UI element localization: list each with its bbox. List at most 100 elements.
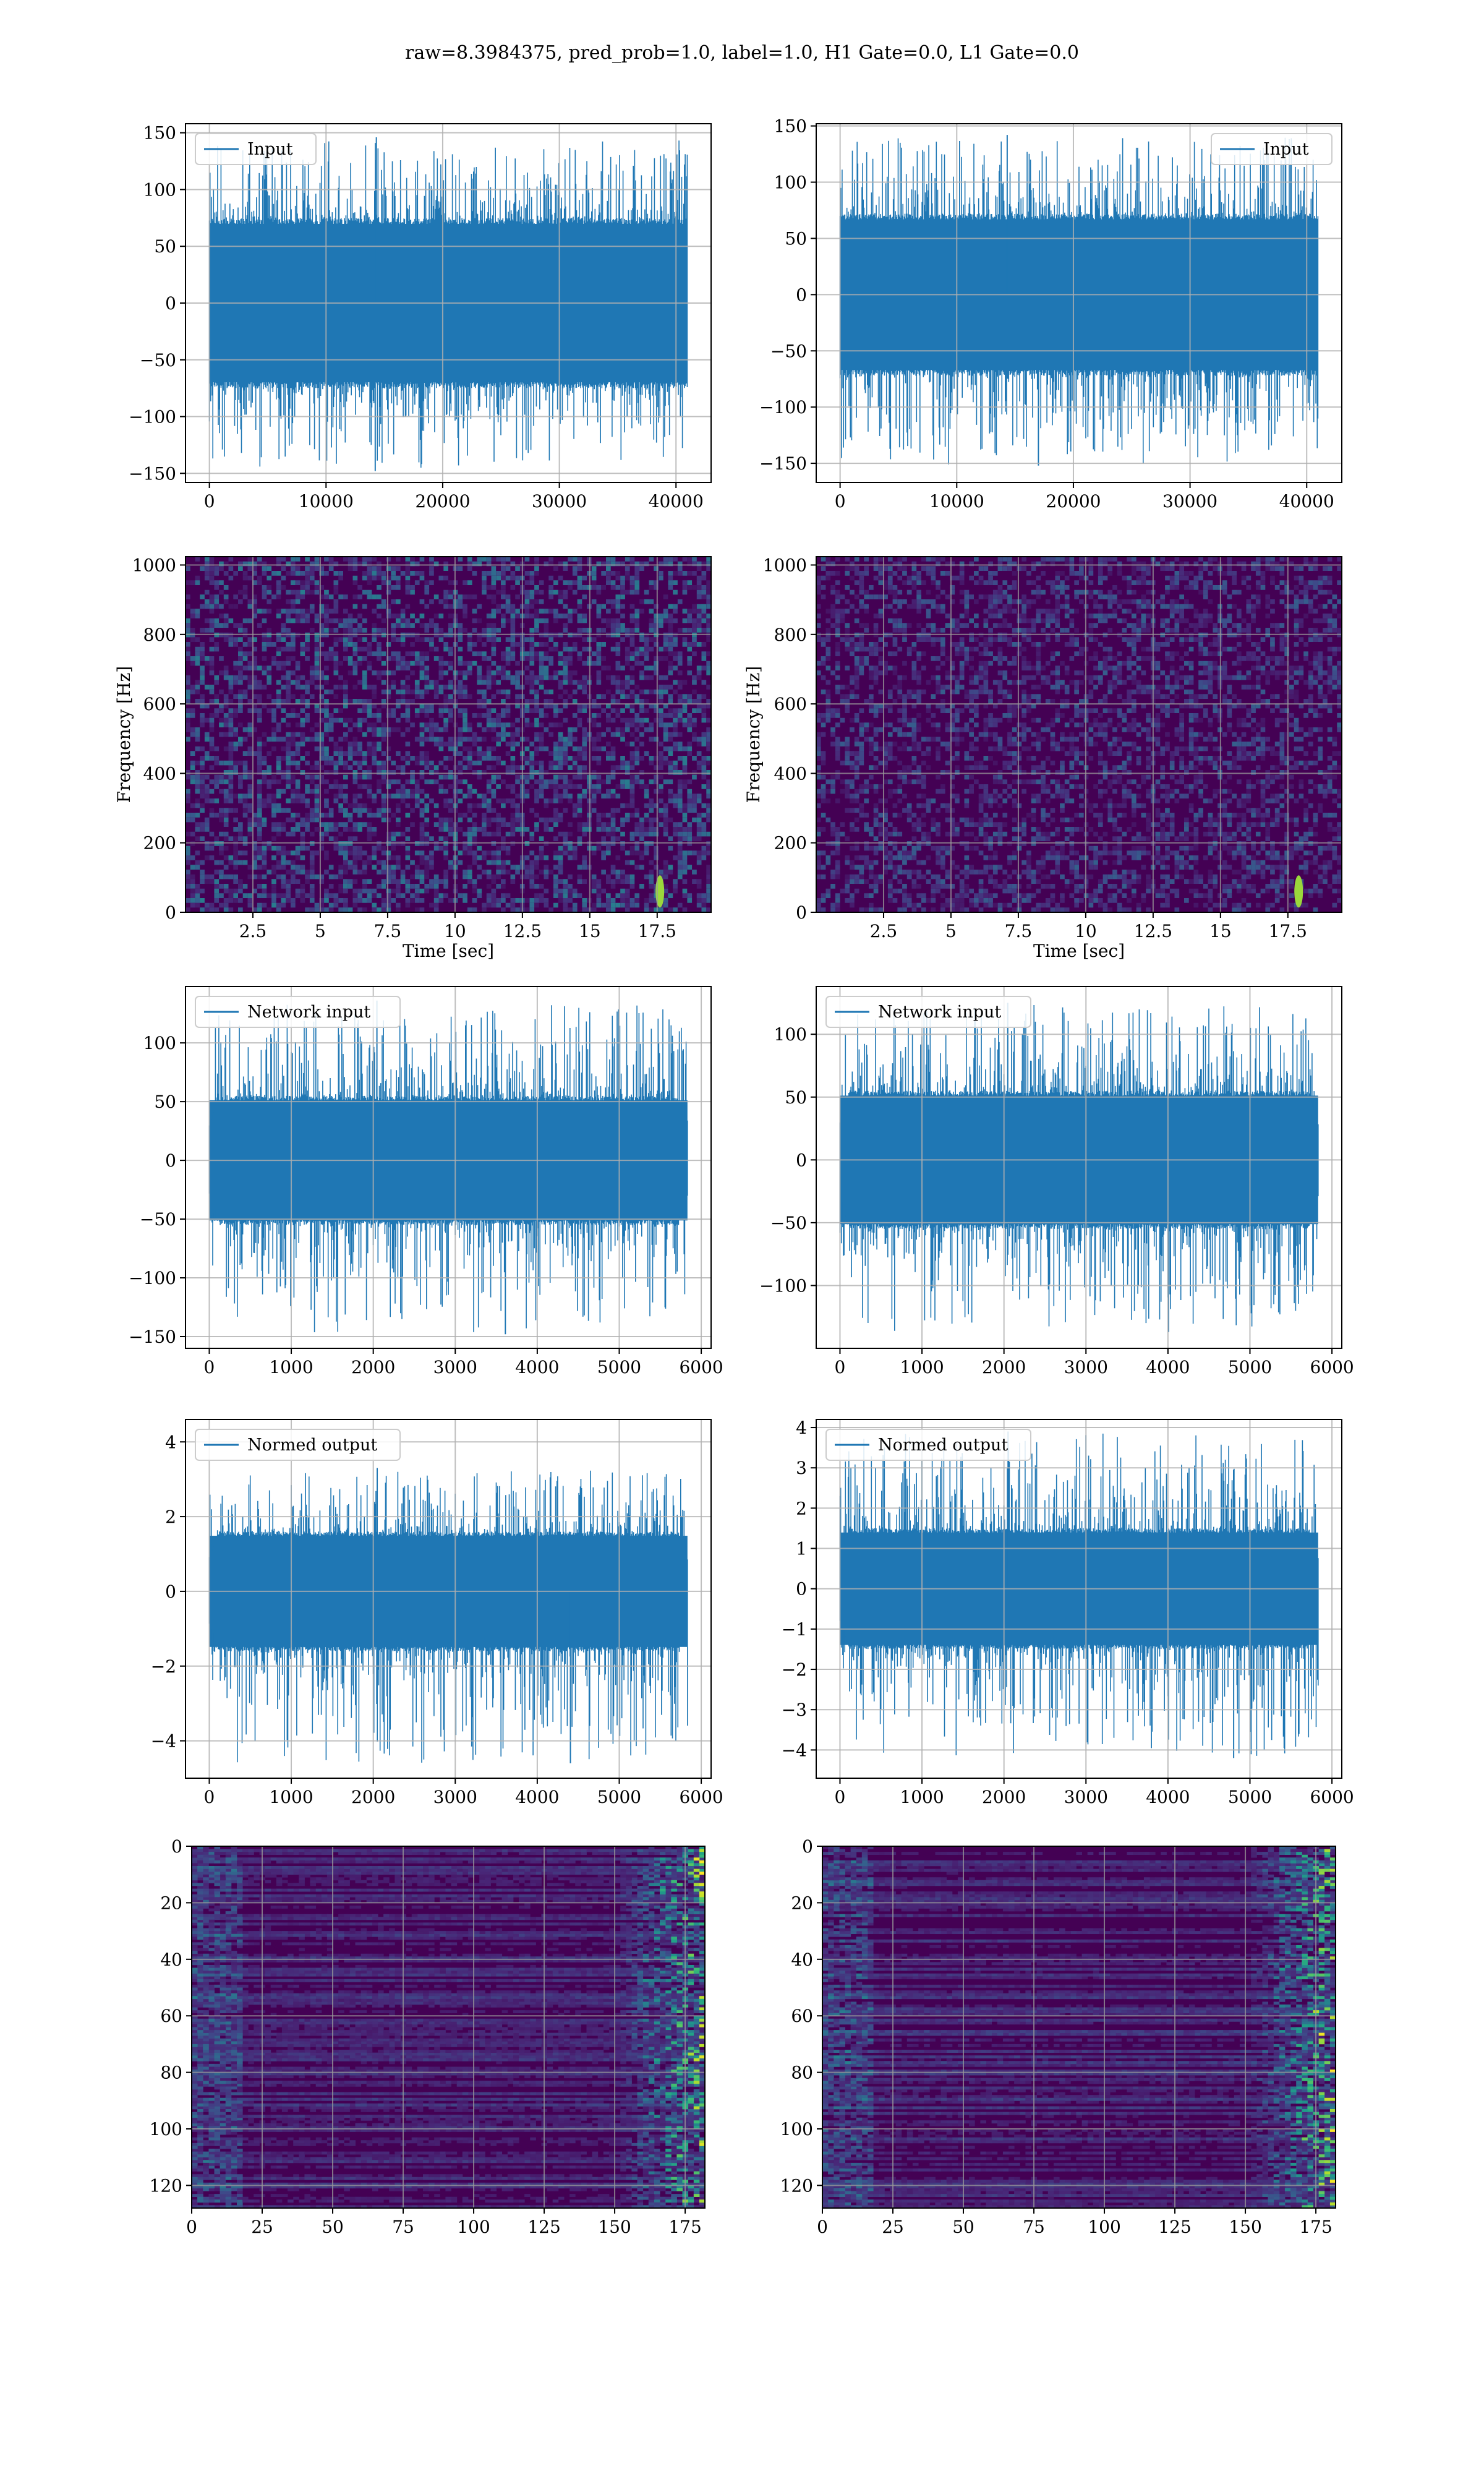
heatmap-cells xyxy=(192,1852,694,2180)
legend-label: Input xyxy=(1263,140,1309,159)
y-tick-label: −100 xyxy=(129,407,176,427)
heatmap-cells xyxy=(1318,2038,1325,2042)
y-tick-label: 4 xyxy=(796,1418,807,1438)
heatmap-cells xyxy=(1318,2194,1325,2197)
x-tick-label: 2000 xyxy=(351,1357,395,1377)
heatmap-cells xyxy=(822,1863,1331,2166)
heatmap-cells xyxy=(228,557,688,908)
heatmap-cells xyxy=(1329,2174,1336,2178)
x-tick-label: 10 xyxy=(444,921,466,941)
heatmap-cells xyxy=(677,656,683,661)
heatmap-cells xyxy=(1296,2106,1302,2110)
heatmap-cells xyxy=(1329,1857,1336,1861)
heatmap-cells xyxy=(676,2188,683,2191)
x-tick-label: 12.5 xyxy=(1134,921,1172,941)
x-tick-label: 0 xyxy=(204,1787,215,1807)
heatmap-cells xyxy=(861,1931,868,1934)
y-tick-label: −150 xyxy=(129,1327,176,1347)
legend-box xyxy=(1211,133,1333,165)
heatmap-cells xyxy=(699,1860,705,1864)
heatmap-cells xyxy=(688,1849,694,1852)
x-tick-label: 7.5 xyxy=(1005,921,1033,941)
heatmap-cells xyxy=(192,1849,700,2203)
heatmap-cells xyxy=(835,628,1328,912)
heatmap-cells xyxy=(1329,2016,1336,2019)
heatmap-cells xyxy=(699,1891,705,1894)
x-tick-label: 150 xyxy=(598,2217,631,2237)
normed-output-h1-plot-area xyxy=(186,1419,711,1778)
heatmap-cells xyxy=(660,1888,666,1892)
heatmap-cells xyxy=(1318,1914,1325,1917)
y-tick-label: −3 xyxy=(782,1700,807,1720)
heatmap-cells xyxy=(1302,2205,1308,2208)
heatmap-cells xyxy=(192,1849,700,2208)
x-tick-label: 2000 xyxy=(982,1357,1026,1377)
y-tick-label: 800 xyxy=(774,625,807,645)
x-tick-label: 40000 xyxy=(1279,491,1334,511)
x-tick-label: 17.5 xyxy=(638,921,676,941)
heatmap-cells xyxy=(1307,2078,1313,2081)
heatmap-cells xyxy=(1324,1973,1331,1977)
x-tick-label: 25 xyxy=(251,2217,273,2237)
heatmap-cells xyxy=(1324,2171,1331,2175)
y-tick-label: 2 xyxy=(796,1498,807,1518)
heatmap-cells xyxy=(699,2035,705,2039)
heatmap-cells xyxy=(665,2047,672,2050)
heatmap-cells xyxy=(1296,1967,1302,1971)
heatmap-cells xyxy=(1329,2165,1336,2169)
y-tick-label: −100 xyxy=(759,397,807,417)
heatmap-cells xyxy=(1174,836,1180,841)
heatmap-cells xyxy=(648,2120,683,2158)
heatmap-cells xyxy=(1329,1886,1336,1889)
chirp-signal xyxy=(1294,875,1303,908)
y-tick-label: 100 xyxy=(143,1033,176,1053)
heatmap-cells xyxy=(195,566,659,912)
x-tick-label: 3000 xyxy=(433,1357,477,1377)
heatmap-cells xyxy=(1307,2086,1313,2090)
heatmap-cells xyxy=(699,2024,705,2027)
heatmap-cells xyxy=(676,1962,683,1966)
x-tick-label: 2.5 xyxy=(870,921,898,941)
heatmap-cells xyxy=(671,2134,677,2138)
y-tick-label: 1000 xyxy=(132,555,176,575)
heatmap-cells xyxy=(822,1860,1325,2197)
y-tick-label: 0 xyxy=(171,1836,182,1857)
heatmap-cells xyxy=(693,1874,700,1878)
x-tick-label: 0 xyxy=(835,1357,846,1377)
x-tick-label: 4000 xyxy=(1146,1787,1190,1807)
y-tick-label: 0 xyxy=(165,1582,176,1602)
heatmap-cells xyxy=(1318,2177,1325,2180)
network-input-l1-axes-frame xyxy=(816,986,1342,1349)
y-tick-label: 200 xyxy=(143,833,176,854)
legend-label: Normed output xyxy=(247,1436,377,1455)
heatmap-cells xyxy=(1324,1854,1331,1858)
heatmap-cells xyxy=(1329,2196,1336,2200)
heatmap-cells xyxy=(839,2030,845,2033)
heatmap-cells xyxy=(1318,2160,1325,2164)
y-tick-label: 0 xyxy=(796,285,807,305)
x-tick-label: 25 xyxy=(882,2217,904,2237)
heatmap-cells xyxy=(1318,2154,1325,2158)
heatmap-cells xyxy=(1307,1973,1313,1977)
x-tick-label: 6000 xyxy=(1310,1357,1354,1377)
heatmap-cells xyxy=(1302,2137,1308,2141)
heatmap-cells xyxy=(1324,2061,1331,2065)
y-tick-label: 600 xyxy=(143,694,176,714)
y-tick-label: 50 xyxy=(785,228,807,249)
network-input-l1-plot-area xyxy=(816,987,1342,1348)
heatmap-cells xyxy=(1302,2061,1308,2065)
x-tick-label: 5000 xyxy=(1228,1787,1272,1807)
x-tick-label: 1000 xyxy=(269,1787,313,1807)
heatmap-cells xyxy=(688,1971,694,1974)
heatmap-cells xyxy=(1307,2134,1313,2138)
x-tick-label: 6000 xyxy=(1310,1787,1354,1807)
heatmap-cells xyxy=(693,2120,700,2124)
y-tick-label: 0 xyxy=(165,902,176,923)
heatmap-cells xyxy=(688,2066,694,2070)
heatmap-cells xyxy=(190,561,673,884)
heatmap-cells xyxy=(676,2072,683,2076)
y-tick-label: 100 xyxy=(774,173,807,193)
y-tick-label: 150 xyxy=(143,123,176,143)
y-tick-label: 100 xyxy=(774,1024,807,1045)
y-tick-label: 100 xyxy=(143,179,176,200)
